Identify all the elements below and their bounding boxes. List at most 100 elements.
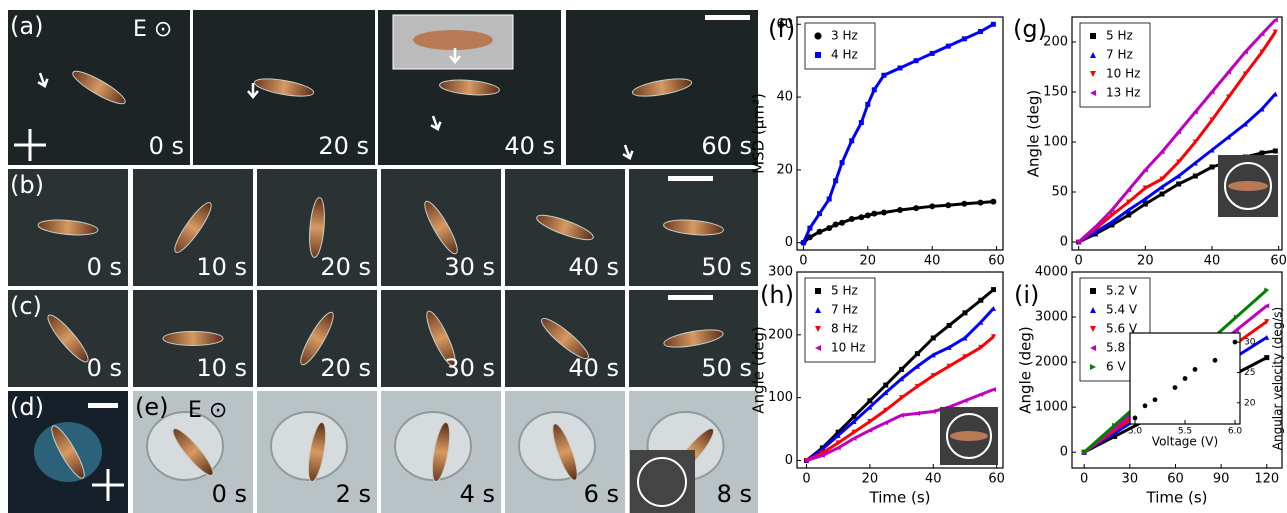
legend-label: 13 Hz bbox=[1106, 86, 1140, 100]
time-label: 0 s bbox=[87, 354, 122, 382]
y-axis-label: Angle (deg) bbox=[1025, 90, 1043, 177]
x-axis-label: Time (s) bbox=[1146, 489, 1208, 507]
marker bbox=[1242, 49, 1248, 55]
particle bbox=[162, 331, 224, 346]
marker bbox=[914, 410, 920, 416]
time-label: 20 s bbox=[318, 132, 369, 160]
x-axis-label: Voltage (V) bbox=[1152, 435, 1218, 449]
scale-bar bbox=[668, 295, 713, 300]
polarizer-cross bbox=[14, 129, 46, 161]
marker bbox=[883, 390, 889, 396]
y-axis-label: Angle (deg) bbox=[750, 326, 768, 413]
x-tick-label: 40 bbox=[1204, 254, 1221, 269]
legend-marker bbox=[1090, 364, 1096, 370]
legend-box bbox=[804, 22, 876, 70]
x-axis-label: Time (s) bbox=[869, 489, 931, 507]
marker bbox=[1152, 397, 1158, 403]
particle bbox=[426, 310, 456, 367]
marker bbox=[978, 392, 984, 397]
legend-label: 10 Hz bbox=[1106, 67, 1140, 81]
marker bbox=[962, 354, 968, 360]
time-label: 50 s bbox=[701, 354, 752, 382]
time-label: 8 s bbox=[717, 480, 752, 508]
time-label: 0 s bbox=[149, 132, 184, 160]
marker bbox=[1176, 159, 1182, 165]
marker bbox=[990, 198, 997, 205]
marker bbox=[1112, 430, 1118, 436]
marker bbox=[839, 160, 845, 166]
legend-marker bbox=[1090, 52, 1096, 58]
x-tick-label: 40 bbox=[924, 254, 941, 269]
marker bbox=[1182, 376, 1188, 381]
y-tick-label: 0 bbox=[1060, 235, 1068, 250]
y-tick-label: 3000 bbox=[1035, 310, 1068, 325]
marker bbox=[899, 395, 905, 401]
time-label: 50 s bbox=[701, 253, 752, 281]
y-tick-label: 20 bbox=[1244, 398, 1256, 408]
y-axis-label: Angle (deg) bbox=[1017, 326, 1035, 413]
marker bbox=[978, 344, 984, 350]
marker bbox=[816, 228, 823, 235]
marker bbox=[1126, 207, 1132, 213]
marker bbox=[977, 199, 984, 206]
marker bbox=[1132, 415, 1138, 421]
marker bbox=[1209, 89, 1215, 95]
inset-image bbox=[630, 450, 695, 513]
marker bbox=[897, 206, 903, 213]
marker bbox=[962, 310, 968, 316]
y-tick-label: 0 bbox=[785, 235, 793, 250]
marker bbox=[819, 452, 825, 458]
y-tick-label: 150 bbox=[1043, 85, 1068, 100]
particle bbox=[253, 78, 315, 97]
legend-label: 5.2 V bbox=[1106, 284, 1138, 298]
marker bbox=[835, 440, 841, 446]
marker bbox=[1192, 160, 1198, 166]
marker bbox=[930, 352, 936, 358]
rotation-circle bbox=[946, 413, 992, 459]
marker bbox=[1092, 229, 1098, 235]
scale-bar bbox=[88, 403, 118, 408]
marker bbox=[1112, 425, 1118, 431]
plot-frame bbox=[1129, 332, 1241, 425]
marker bbox=[1209, 164, 1215, 170]
inset-particle bbox=[950, 431, 988, 441]
particle bbox=[663, 219, 724, 236]
marker bbox=[864, 212, 871, 219]
marker bbox=[1126, 187, 1132, 193]
panel-label: (g) bbox=[1013, 15, 1047, 43]
marker bbox=[871, 210, 878, 217]
legend-label: 3 Hz bbox=[831, 29, 858, 43]
legend-marker bbox=[815, 307, 821, 313]
marker bbox=[1159, 176, 1165, 182]
y-axis-label: MSD (μm²) bbox=[750, 93, 768, 174]
y-axis-label: Angular velocity (deg/s) bbox=[1271, 307, 1285, 450]
particle bbox=[663, 329, 724, 348]
marker bbox=[865, 101, 871, 107]
time-label: 0 s bbox=[87, 253, 122, 281]
marker bbox=[945, 43, 951, 49]
marker bbox=[1159, 149, 1165, 155]
marker bbox=[990, 334, 996, 340]
legend-marker bbox=[1090, 33, 1096, 39]
time-label: 40 s bbox=[504, 132, 555, 160]
legend-marker bbox=[1090, 345, 1096, 351]
legend-marker bbox=[814, 32, 822, 40]
marker bbox=[914, 351, 920, 357]
time-label: 4 s bbox=[460, 480, 495, 508]
marker bbox=[807, 225, 813, 231]
marker bbox=[990, 305, 996, 311]
marker bbox=[800, 240, 806, 246]
marker bbox=[832, 221, 839, 228]
legend-marker bbox=[815, 345, 821, 351]
marker bbox=[930, 335, 936, 341]
time-label: 6 s bbox=[584, 480, 619, 508]
marker bbox=[1109, 212, 1115, 218]
marker bbox=[1142, 403, 1148, 409]
marker bbox=[1272, 29, 1278, 35]
marker bbox=[804, 457, 810, 463]
marker bbox=[930, 373, 936, 379]
x-tick-label: 6.0 bbox=[1228, 427, 1243, 437]
marker bbox=[806, 234, 813, 241]
time-label: 30 s bbox=[444, 253, 495, 281]
